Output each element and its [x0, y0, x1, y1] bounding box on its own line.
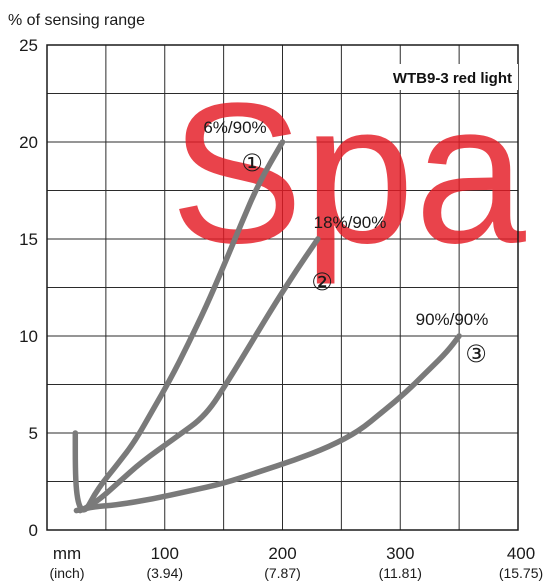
x-tick-label: 200: [268, 544, 296, 563]
series-layer: [72, 139, 462, 514]
series-line-2: [77, 236, 321, 514]
plot-frame: [46, 44, 519, 531]
x-tick-sub-label: (7.87): [264, 565, 301, 581]
series-label-2: 18%/90%: [314, 213, 387, 232]
series-marker-2: ②: [311, 268, 333, 296]
x-tick-label: 100: [151, 544, 179, 563]
y-tick-label: 15: [19, 230, 38, 249]
title-backdrop: [348, 64, 518, 90]
series-label-1: 6%/90%: [203, 118, 266, 137]
x-axis-unit-sub-label: (inch): [49, 565, 84, 581]
x-tick-label: 300: [386, 544, 414, 563]
y-tick-label: 25: [19, 36, 38, 55]
y-tick-label: 0: [29, 521, 38, 540]
y-tick-label: 10: [19, 327, 38, 346]
series-label-3: 90%/90%: [416, 310, 489, 329]
x-tick-label: 400: [507, 544, 535, 563]
grid: [47, 45, 518, 530]
watermark-layer: Spa: [170, 62, 527, 285]
y-tick-label: 5: [29, 424, 38, 443]
series-marker-1: ①: [241, 149, 263, 177]
x-tick-labels: 100 (3.94) 200 (7.87) 300 (11.81) 400 (15.75): [146, 544, 543, 581]
x-axis-unit-label: mm: [53, 544, 81, 563]
x-tick-sub-label: (11.81): [379, 565, 422, 581]
y-axis-label: % of sensing range: [8, 12, 145, 29]
x-tick-sub-label: (3.94): [146, 565, 183, 581]
series-marker-3: ③: [465, 340, 487, 368]
chart-title: WTB9-3 red light: [393, 70, 512, 87]
x-tick-sub-label: (15.75): [499, 565, 543, 581]
series-labels-layer: 6%/90% ① 18%/90% ② 90%/90% ③: [203, 118, 489, 368]
plot-border: [46, 44, 519, 531]
series-line-1: [72, 139, 286, 513]
watermark-text: Spa: [170, 62, 527, 285]
series-line-3: [73, 333, 462, 514]
y-tick-labels: 0 5 10 15 20 25: [19, 36, 38, 540]
y-tick-label: 20: [19, 133, 38, 152]
